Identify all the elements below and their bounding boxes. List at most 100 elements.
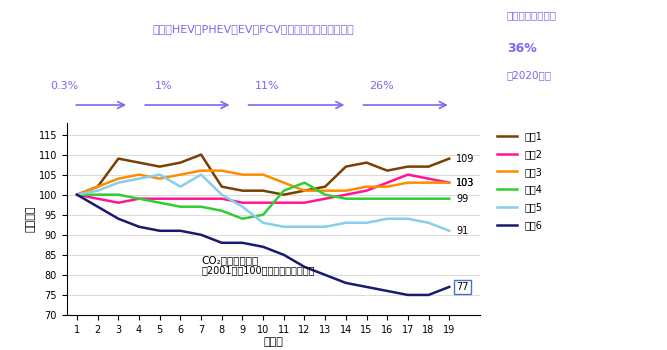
系列6 bbox=[424, 293, 432, 297]
系列1 bbox=[446, 156, 454, 161]
系列3 bbox=[404, 181, 412, 185]
系列4 bbox=[239, 217, 247, 221]
系列3 bbox=[115, 176, 123, 181]
系列4 bbox=[176, 205, 184, 209]
系列5 bbox=[197, 173, 205, 177]
系列6 bbox=[321, 273, 329, 277]
系列4 bbox=[73, 193, 81, 197]
系列2 bbox=[259, 201, 267, 205]
Text: 日本の電動車比率: 日本の電動車比率 bbox=[507, 10, 557, 21]
系列3 bbox=[321, 189, 329, 193]
Text: CO₂排出量の実績: CO₂排出量の実績 bbox=[201, 255, 258, 265]
系列1 bbox=[342, 164, 350, 169]
Line: 系列3: 系列3 bbox=[77, 171, 450, 195]
系列1 bbox=[300, 189, 308, 193]
系列2 bbox=[156, 197, 164, 201]
系列5 bbox=[239, 205, 247, 209]
系列4 bbox=[93, 193, 101, 197]
系列6 bbox=[342, 281, 350, 285]
系列3 bbox=[363, 184, 371, 189]
Text: ﾈ2001年を100とした場合の推移）: ﾈ2001年を100とした場合の推移） bbox=[201, 265, 315, 275]
X-axis label: （年）: （年） bbox=[263, 337, 283, 348]
系列4 bbox=[404, 197, 412, 201]
系列6 bbox=[446, 285, 454, 289]
系列2 bbox=[197, 197, 205, 201]
系列2 bbox=[135, 197, 143, 201]
系列4 bbox=[115, 193, 123, 197]
Line: 系列2: 系列2 bbox=[77, 175, 450, 203]
Text: 103: 103 bbox=[456, 178, 474, 188]
Legend: 系列1, 系列2, 系列3, 系列4, 系列5, 系列6: 系列1, 系列2, 系列3, 系列4, 系列5, 系列6 bbox=[494, 127, 546, 234]
系列2 bbox=[342, 193, 350, 197]
系列4 bbox=[363, 197, 371, 201]
系列4 bbox=[217, 209, 225, 213]
系列2 bbox=[115, 201, 123, 205]
Text: 91: 91 bbox=[456, 226, 468, 236]
系列2 bbox=[93, 197, 101, 201]
系列2 bbox=[176, 197, 184, 201]
系列1 bbox=[73, 193, 81, 197]
系列5 bbox=[446, 229, 454, 233]
系列4 bbox=[300, 181, 308, 185]
系列5 bbox=[300, 225, 308, 229]
Line: 系列4: 系列4 bbox=[77, 183, 450, 219]
系列5 bbox=[363, 220, 371, 225]
系列5 bbox=[342, 220, 350, 225]
系列3 bbox=[259, 173, 267, 177]
Text: 11%: 11% bbox=[255, 81, 279, 91]
系列6 bbox=[217, 241, 225, 245]
系列6 bbox=[115, 217, 123, 221]
系列1 bbox=[404, 164, 412, 169]
系列6 bbox=[135, 225, 143, 229]
系列2 bbox=[404, 173, 412, 177]
系列1 bbox=[383, 169, 391, 173]
系列2 bbox=[280, 201, 288, 205]
系列3 bbox=[73, 193, 81, 197]
系列4 bbox=[259, 213, 267, 217]
系列4 bbox=[135, 197, 143, 201]
Y-axis label: （指数）: （指数） bbox=[26, 205, 36, 232]
系列3 bbox=[300, 189, 308, 193]
系列3 bbox=[93, 184, 101, 189]
Text: 99: 99 bbox=[456, 194, 468, 204]
系列1 bbox=[280, 193, 288, 197]
系列3 bbox=[424, 181, 432, 185]
系列2 bbox=[239, 201, 247, 205]
系列3 bbox=[197, 169, 205, 173]
系列5 bbox=[73, 193, 81, 197]
系列6 bbox=[93, 205, 101, 209]
系列3 bbox=[156, 176, 164, 181]
Line: 系列1: 系列1 bbox=[77, 155, 450, 195]
系列1 bbox=[217, 184, 225, 189]
系列6 bbox=[259, 245, 267, 249]
Text: 1%: 1% bbox=[155, 81, 172, 91]
系列1 bbox=[259, 189, 267, 193]
系列4 bbox=[280, 189, 288, 193]
系列1 bbox=[156, 164, 164, 169]
系列6 bbox=[176, 229, 184, 233]
系列4 bbox=[156, 201, 164, 205]
系列3 bbox=[446, 181, 454, 185]
系列5 bbox=[259, 220, 267, 225]
Line: 系列6: 系列6 bbox=[77, 195, 450, 295]
Line: 系列5: 系列5 bbox=[77, 175, 450, 231]
系列1 bbox=[115, 156, 123, 161]
系列1 bbox=[176, 161, 184, 165]
系列5 bbox=[115, 181, 123, 185]
系列2 bbox=[383, 181, 391, 185]
系列2 bbox=[424, 176, 432, 181]
系列3 bbox=[176, 173, 184, 177]
系列1 bbox=[239, 189, 247, 193]
系列5 bbox=[93, 189, 101, 193]
系列1 bbox=[93, 184, 101, 189]
Text: （2020年）: （2020年） bbox=[507, 70, 552, 80]
系列5 bbox=[383, 217, 391, 221]
系列4 bbox=[197, 205, 205, 209]
系列2 bbox=[446, 181, 454, 185]
系列2 bbox=[300, 201, 308, 205]
系列3 bbox=[342, 189, 350, 193]
系列6 bbox=[197, 233, 205, 237]
Text: 26%: 26% bbox=[370, 81, 394, 91]
系列3 bbox=[280, 181, 288, 185]
系列4 bbox=[342, 197, 350, 201]
